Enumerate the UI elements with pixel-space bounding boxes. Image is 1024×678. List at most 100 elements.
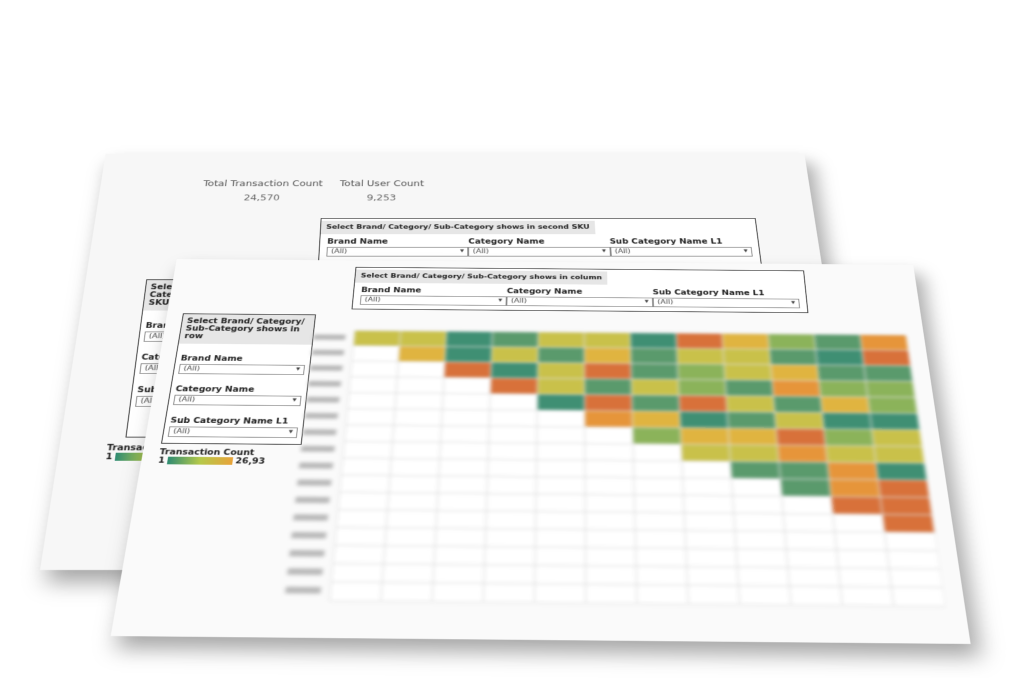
heatmap-cell <box>729 445 779 462</box>
heatmap-cell <box>537 427 585 444</box>
heatmap-cell <box>684 513 735 531</box>
heatmap-cell <box>349 377 397 393</box>
heatmap-cell <box>434 546 485 565</box>
dropdown[interactable]: (All) <box>168 426 298 438</box>
heatmap-cell <box>395 393 443 409</box>
dropdown[interactable]: (All) <box>173 395 302 406</box>
screenshot: Total Transaction Count 24,570 Total Use… <box>0 0 1024 678</box>
heatmap-cell <box>585 477 634 495</box>
front-dashboard: Select Brand/ Category/ Sub-Category sho… <box>111 259 971 644</box>
heatmap-cell <box>340 475 390 493</box>
heatmap-cell <box>441 409 489 426</box>
heatmap-cell <box>783 514 834 532</box>
heatmap-cell <box>633 444 682 461</box>
heatmap-cell <box>535 584 586 603</box>
heatmap-cell <box>677 348 724 364</box>
heatmap-cell <box>872 429 922 446</box>
heatmap-cell <box>776 429 826 446</box>
legend: Transaction Count 1 26,93 <box>157 448 266 466</box>
dropdown[interactable]: (All) <box>360 295 507 306</box>
heatmap-cell <box>335 527 386 545</box>
heatmap-cell <box>346 409 395 426</box>
row-header <box>313 334 345 340</box>
heatmap-cell <box>333 545 385 564</box>
side-title: Select Brand/ Category/ Sub-Category sho… <box>179 314 315 345</box>
dropdown[interactable]: (All) <box>468 247 610 257</box>
heatmap-cell <box>722 334 769 350</box>
row-header <box>299 462 333 468</box>
heatmap-cell <box>444 362 491 378</box>
dropdown[interactable]: (All) <box>653 298 800 309</box>
dropdown[interactable]: (All) <box>506 296 653 307</box>
heatmap-cell <box>486 511 536 529</box>
heatmap-cell <box>381 582 433 601</box>
heatmap-cell <box>887 550 940 569</box>
legend-bar <box>167 457 233 465</box>
row-header <box>293 514 328 521</box>
heatmap-cell <box>678 364 726 380</box>
filter-label: Brand Name <box>361 287 507 295</box>
heatmap-cell <box>870 413 920 430</box>
heatmap-cell <box>680 428 729 445</box>
heatmap-cell <box>585 530 635 548</box>
heatmap-cell <box>880 497 932 515</box>
row-header <box>287 568 323 575</box>
heatmap-cell <box>864 365 913 381</box>
heatmap-cell <box>538 363 585 379</box>
heatmap-cell <box>860 335 908 351</box>
heatmap-cell <box>874 446 925 463</box>
heatmap-cell <box>724 364 772 380</box>
heatmap-cell <box>535 529 585 547</box>
heatmap-cell <box>442 393 490 409</box>
heatmap-cell <box>635 512 685 530</box>
heatmap-cell <box>331 563 383 582</box>
filter-label: Category Name <box>507 288 653 296</box>
heatmap-cell <box>837 550 890 569</box>
heatmap <box>281 323 950 639</box>
filter-label: Category Name <box>468 238 609 245</box>
heatmap-cell <box>831 497 882 515</box>
dropdown[interactable]: (All) <box>326 247 468 257</box>
heatmap-cell <box>632 411 680 428</box>
heatmap-cell <box>488 459 537 476</box>
heatmap-cell <box>353 331 400 347</box>
heatmap-cell <box>336 510 387 528</box>
heatmap-cell <box>824 429 874 446</box>
dropdown[interactable]: (All) <box>610 247 753 257</box>
heatmap-cell <box>385 528 436 546</box>
heatmap-cell <box>490 394 538 410</box>
heatmap-cell <box>821 397 870 414</box>
heatmap-cell <box>814 334 862 350</box>
heatmap-cell <box>351 361 399 377</box>
heatmap-cell <box>433 564 484 583</box>
legend-max: 26,93 <box>235 457 266 466</box>
heatmap-cell <box>727 412 776 429</box>
row-header <box>304 413 338 419</box>
heatmap-cell <box>446 331 493 347</box>
heatmap-cell <box>637 585 689 604</box>
filter: Brand Name(All) <box>174 355 311 375</box>
heatmap-cell <box>726 396 775 412</box>
heatmap-cell <box>840 587 893 606</box>
row-header <box>310 365 343 371</box>
heatmap-cell <box>584 348 631 364</box>
heatmap-cell <box>632 395 680 411</box>
row-header <box>308 381 341 387</box>
heatmap-cell <box>687 567 739 586</box>
heatmap-cell <box>352 346 400 362</box>
heatmap-cell <box>819 381 868 397</box>
heatmap-cell <box>492 332 538 348</box>
heatmap-cell <box>537 443 585 460</box>
heatmap-cell <box>725 380 773 396</box>
heatmap-cell <box>489 426 537 443</box>
heatmap-cell <box>536 511 586 529</box>
heatmap-cell <box>538 347 585 363</box>
heatmap-cell <box>769 349 817 365</box>
dropdown[interactable]: (All) <box>178 364 305 375</box>
heatmap-cell <box>397 362 445 378</box>
heatmap-cell <box>440 442 489 459</box>
heatmap-cell <box>728 428 777 445</box>
heatmap-cell <box>388 493 438 511</box>
heatmap-cell <box>885 532 938 550</box>
heatmap-cell <box>535 565 586 584</box>
